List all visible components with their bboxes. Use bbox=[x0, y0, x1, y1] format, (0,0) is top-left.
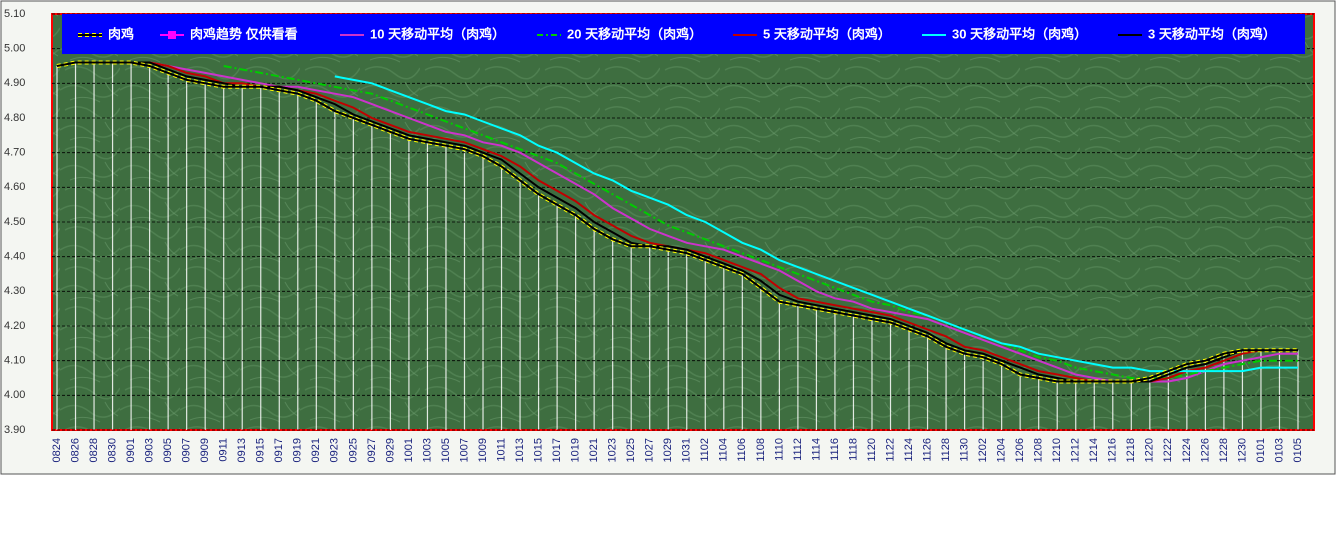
x-tick-label: 1130 bbox=[959, 438, 971, 462]
y-tick-label: 3.90 bbox=[4, 424, 25, 436]
x-tick-label: 0101 bbox=[1255, 438, 1267, 462]
x-tick-label: 0921 bbox=[310, 438, 322, 462]
x-tick-label: 1102 bbox=[699, 438, 711, 462]
x-tick-label: 1122 bbox=[884, 438, 896, 462]
legend-label: 30 天移动平均（肉鸡） bbox=[952, 26, 1087, 41]
x-tick-label: 1224 bbox=[1181, 438, 1193, 462]
x-tick-label: 1208 bbox=[1033, 438, 1045, 462]
x-tick-label: 0911 bbox=[218, 438, 230, 462]
legend-label: 3 天移动平均（肉鸡） bbox=[1148, 26, 1276, 41]
x-tick-label: 0905 bbox=[162, 438, 174, 462]
x-tick-label: 1204 bbox=[996, 438, 1008, 462]
x-tick-label: 0901 bbox=[125, 438, 137, 462]
x-tick-label: 1017 bbox=[551, 438, 563, 462]
y-tick-label: 4.50 bbox=[4, 216, 25, 228]
x-tick-label: 1214 bbox=[1088, 438, 1100, 462]
x-tick-label: 1025 bbox=[625, 438, 637, 462]
x-tick-label: 0828 bbox=[88, 438, 100, 462]
y-tick-label: 4.60 bbox=[4, 181, 25, 193]
legend-box bbox=[62, 14, 1305, 54]
x-tick-label: 1210 bbox=[1051, 438, 1063, 462]
y-tick-label: 4.10 bbox=[4, 355, 25, 367]
x-tick-label: 0824 bbox=[51, 438, 63, 462]
x-tick-label: 1228 bbox=[1218, 438, 1230, 462]
series-line bbox=[56, 61, 1298, 383]
x-tick-label: 0103 bbox=[1273, 438, 1285, 462]
x-tick-label: 1019 bbox=[570, 438, 582, 462]
legend-label: 肉鸡 bbox=[108, 26, 134, 41]
x-tick-label: 0913 bbox=[236, 438, 248, 462]
x-tick-label: 1202 bbox=[977, 438, 989, 462]
x-tick-label: 0907 bbox=[181, 438, 193, 462]
x-tick-label: 1112 bbox=[792, 438, 804, 461]
x-tick-label: 0927 bbox=[366, 438, 378, 462]
y-tick-label: 4.90 bbox=[4, 77, 25, 89]
x-tick-label: 1128 bbox=[940, 438, 952, 462]
x-tick-label: 1013 bbox=[514, 438, 526, 462]
legend-label: 10 天移动平均（肉鸡） bbox=[370, 26, 505, 41]
x-tick-label: 1206 bbox=[1014, 438, 1026, 462]
x-tick-label: 1009 bbox=[477, 438, 489, 462]
x-tick-label: 1114 bbox=[810, 438, 822, 461]
x-tick-label: 1124 bbox=[903, 438, 915, 462]
x-tick-label: 1011 bbox=[495, 438, 507, 462]
y-tick-label: 5.10 bbox=[4, 8, 25, 20]
series-line bbox=[334, 75, 1298, 373]
x-tick-label: 1027 bbox=[644, 438, 656, 462]
x-tick-label: 0917 bbox=[273, 438, 285, 462]
x-tick-label: 0826 bbox=[69, 438, 81, 462]
x-tick-label: 1118 bbox=[847, 438, 859, 461]
y-tick-label: 4.80 bbox=[4, 112, 25, 124]
x-tick-label: 1021 bbox=[588, 438, 600, 462]
x-tick-label: 0903 bbox=[144, 438, 156, 462]
x-tick-label: 1216 bbox=[1107, 438, 1119, 462]
x-tick-label: 1212 bbox=[1070, 438, 1082, 462]
x-tick-label: 1005 bbox=[440, 438, 452, 462]
x-tick-label: 1108 bbox=[755, 438, 767, 462]
x-tick-label: 0923 bbox=[329, 438, 341, 462]
y-tick-label: 4.70 bbox=[4, 147, 25, 159]
x-tick-label: 1116 bbox=[829, 438, 841, 461]
x-tick-label: 0915 bbox=[255, 438, 267, 462]
legend-marker bbox=[168, 31, 176, 39]
x-tick-label: 0909 bbox=[199, 438, 211, 462]
x-tick-label: 1015 bbox=[532, 438, 544, 462]
x-tick-label: 1001 bbox=[403, 438, 415, 462]
x-tick-label: 0919 bbox=[292, 438, 304, 462]
y-tick-label: 5.00 bbox=[4, 43, 25, 55]
x-tick-label: 1126 bbox=[921, 438, 933, 462]
x-tick-label: 1218 bbox=[1125, 438, 1137, 462]
x-tick-label: 1222 bbox=[1162, 438, 1174, 462]
x-tick-label: 0105 bbox=[1292, 438, 1304, 462]
x-tick-label: 1110 bbox=[773, 438, 785, 461]
legend-label: 20 天移动平均（肉鸡） bbox=[567, 26, 702, 41]
y-tick-label: 4.00 bbox=[4, 389, 25, 401]
x-tick-label: 1120 bbox=[866, 438, 878, 462]
x-tick-label: 0929 bbox=[384, 438, 396, 462]
x-tick-label: 1220 bbox=[1144, 438, 1156, 462]
x-tick-label: 1023 bbox=[607, 438, 619, 462]
x-tick-label: 0925 bbox=[347, 438, 359, 462]
x-tick-label: 1104 bbox=[718, 438, 730, 462]
x-tick-label: 1029 bbox=[662, 438, 674, 462]
x-tick-label: 1007 bbox=[458, 438, 470, 462]
x-tick-label: 0830 bbox=[106, 438, 118, 462]
legend-label: 肉鸡趋势 仅供看看 bbox=[190, 26, 298, 41]
x-tick-label: 1106 bbox=[736, 438, 748, 462]
legend-label: 5 天移动平均（肉鸡） bbox=[763, 26, 891, 41]
y-tick-label: 4.30 bbox=[4, 285, 25, 297]
x-tick-label: 1226 bbox=[1199, 438, 1211, 462]
y-tick-label: 4.40 bbox=[4, 251, 25, 263]
series-line bbox=[223, 65, 1298, 379]
x-tick-label: 1031 bbox=[681, 438, 693, 462]
y-tick-label: 4.20 bbox=[4, 320, 25, 332]
x-tick-label: 1230 bbox=[1236, 438, 1248, 462]
x-tick-label: 1003 bbox=[421, 438, 433, 462]
